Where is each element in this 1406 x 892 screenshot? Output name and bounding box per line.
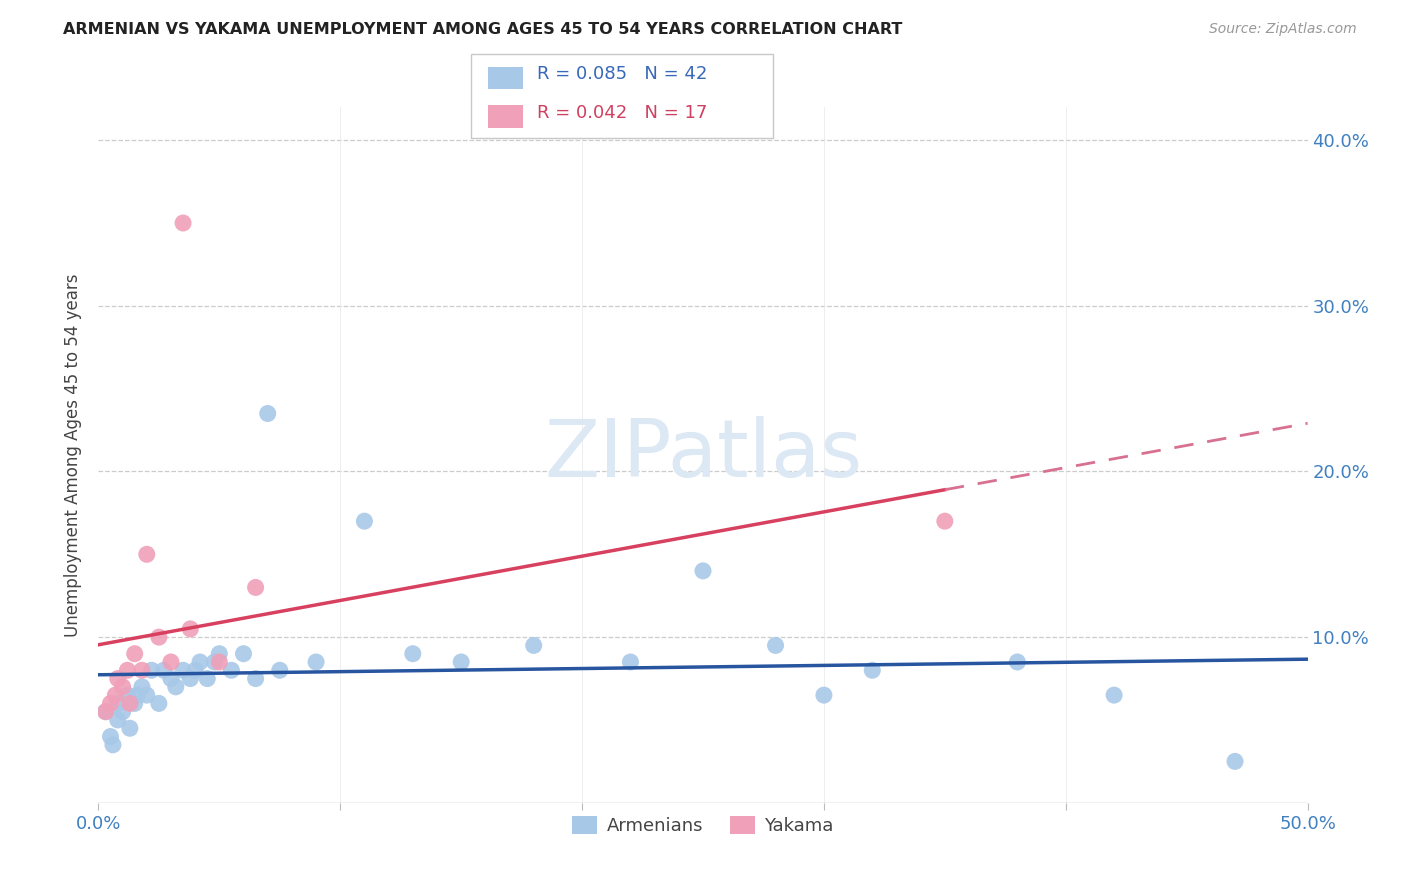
Point bbox=[813, 688, 835, 702]
Point bbox=[107, 697, 129, 711]
Point bbox=[117, 688, 139, 702]
Point bbox=[860, 663, 883, 677]
Point bbox=[353, 514, 375, 528]
Y-axis label: Unemployment Among Ages 45 to 54 years: Unemployment Among Ages 45 to 54 years bbox=[65, 273, 83, 637]
Point bbox=[1007, 655, 1029, 669]
Point bbox=[179, 672, 201, 686]
Point bbox=[127, 688, 149, 702]
Point bbox=[107, 672, 129, 686]
Point bbox=[165, 680, 187, 694]
Point bbox=[160, 655, 183, 669]
Text: ARMENIAN VS YAKAMA UNEMPLOYMENT AMONG AGES 45 TO 54 YEARS CORRELATION CHART: ARMENIAN VS YAKAMA UNEMPLOYMENT AMONG AG… bbox=[63, 22, 903, 37]
Point bbox=[305, 655, 328, 669]
Point bbox=[1102, 688, 1125, 702]
Point bbox=[111, 705, 134, 719]
Point bbox=[1223, 755, 1246, 769]
Point bbox=[118, 697, 141, 711]
Point bbox=[204, 655, 226, 669]
Point bbox=[104, 688, 127, 702]
Point bbox=[934, 514, 956, 528]
Point bbox=[131, 680, 153, 694]
Point bbox=[100, 697, 122, 711]
Point bbox=[245, 672, 267, 686]
Point bbox=[100, 730, 122, 744]
Point bbox=[160, 672, 183, 686]
Point bbox=[94, 705, 117, 719]
Point bbox=[148, 630, 170, 644]
Point bbox=[245, 581, 267, 595]
Point bbox=[152, 663, 174, 677]
Text: ZIPatlas: ZIPatlas bbox=[544, 416, 862, 494]
Point bbox=[117, 663, 139, 677]
Text: R = 0.085   N = 42: R = 0.085 N = 42 bbox=[537, 65, 707, 83]
Point bbox=[692, 564, 714, 578]
Point bbox=[450, 655, 472, 669]
Point bbox=[232, 647, 254, 661]
Point bbox=[118, 721, 141, 735]
Point bbox=[148, 697, 170, 711]
Text: R = 0.042   N = 17: R = 0.042 N = 17 bbox=[537, 104, 707, 122]
Point bbox=[402, 647, 425, 661]
Point bbox=[208, 647, 231, 661]
Point bbox=[94, 705, 117, 719]
Point bbox=[765, 639, 787, 653]
Point bbox=[172, 663, 194, 677]
Point bbox=[141, 663, 163, 677]
Point bbox=[111, 680, 134, 694]
Text: Source: ZipAtlas.com: Source: ZipAtlas.com bbox=[1209, 22, 1357, 37]
Point bbox=[124, 647, 146, 661]
Point bbox=[135, 688, 157, 702]
Point bbox=[188, 655, 211, 669]
Point bbox=[101, 738, 124, 752]
Legend: Armenians, Yakama: Armenians, Yakama bbox=[565, 809, 841, 842]
Point bbox=[135, 547, 157, 561]
Point bbox=[208, 655, 231, 669]
Point bbox=[184, 663, 207, 677]
Point bbox=[221, 663, 243, 677]
Point bbox=[124, 697, 146, 711]
Point bbox=[107, 713, 129, 727]
Point bbox=[619, 655, 641, 669]
Point bbox=[256, 407, 278, 421]
Point bbox=[172, 216, 194, 230]
Point bbox=[131, 663, 153, 677]
Point bbox=[269, 663, 291, 677]
Point bbox=[523, 639, 546, 653]
Point bbox=[195, 672, 218, 686]
Point bbox=[179, 622, 201, 636]
